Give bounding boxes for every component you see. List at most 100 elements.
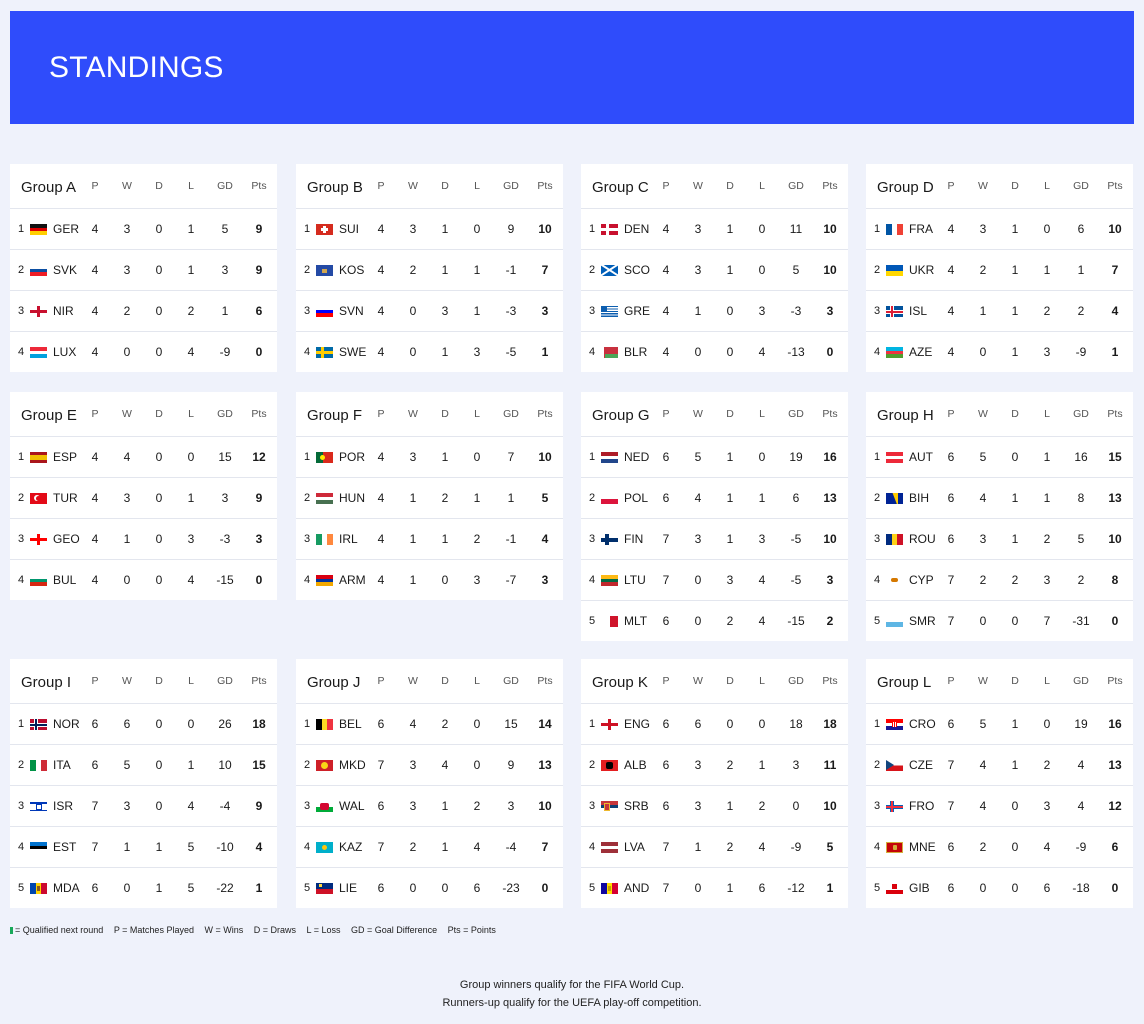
column-header-gd: GD bbox=[217, 180, 233, 192]
team-code: ITA bbox=[53, 758, 71, 772]
flag-il-icon bbox=[30, 801, 47, 812]
column-header-gd: GD bbox=[788, 675, 804, 687]
column-header-p: P bbox=[377, 675, 385, 687]
stat-pts: 0 bbox=[1111, 881, 1119, 895]
flag-lu-icon bbox=[30, 347, 47, 358]
column-header-l: L bbox=[474, 180, 480, 192]
stat-d: 1 bbox=[1011, 345, 1019, 359]
stat-gd: 5 bbox=[792, 263, 800, 277]
column-header-pts: Pts bbox=[251, 408, 267, 420]
stat-w: 3 bbox=[694, 758, 702, 772]
stat-gd: 26 bbox=[218, 717, 232, 731]
stat-l: 0 bbox=[187, 717, 195, 731]
stat-l: 2 bbox=[758, 799, 766, 813]
flag-it-icon bbox=[30, 760, 47, 771]
team-position: 1 bbox=[18, 451, 25, 463]
stat-gd: -3 bbox=[505, 304, 517, 318]
stat-w: 0 bbox=[979, 345, 987, 359]
stat-l: 0 bbox=[758, 450, 766, 464]
group-card: Group J P W D L GD Pts 1 BEL 6 4 2 0 15 14 2 MKD 7 3 4 0 9 13 3… bbox=[296, 659, 563, 908]
team-code: KOS bbox=[339, 263, 365, 277]
page-title: STANDINGS bbox=[49, 51, 224, 84]
stat-w: 3 bbox=[979, 222, 987, 236]
stat-p: 7 bbox=[662, 840, 670, 854]
team-position: 5 bbox=[304, 882, 311, 894]
stat-d: 0 bbox=[155, 263, 163, 277]
stat-p: 4 bbox=[377, 345, 385, 359]
stat-l: 1 bbox=[187, 263, 195, 277]
stat-w: 5 bbox=[979, 450, 987, 464]
column-header-pts: Pts bbox=[251, 675, 267, 687]
column-header-d: D bbox=[441, 180, 449, 192]
table-row: 5 AND 7 0 1 6 -12 1 bbox=[581, 868, 848, 908]
stat-p: 6 bbox=[947, 532, 955, 546]
column-header-l: L bbox=[474, 675, 480, 687]
stat-pts: 1 bbox=[1111, 345, 1119, 359]
stat-w: 3 bbox=[694, 263, 702, 277]
team-position: 3 bbox=[304, 533, 311, 545]
stat-p: 4 bbox=[662, 345, 670, 359]
stat-w: 1 bbox=[409, 532, 417, 546]
stat-w: 5 bbox=[694, 450, 702, 464]
stat-pts: 3 bbox=[255, 532, 263, 546]
team-position: 3 bbox=[874, 533, 881, 545]
stat-gd: 5 bbox=[1077, 532, 1085, 546]
stat-l: 4 bbox=[758, 573, 766, 587]
team-position: 4 bbox=[874, 346, 881, 358]
team-position: 3 bbox=[18, 800, 25, 812]
team-code: WAL bbox=[339, 799, 365, 813]
stat-gd: 1 bbox=[1077, 263, 1085, 277]
stat-p: 7 bbox=[947, 614, 955, 628]
stat-p: 4 bbox=[91, 573, 99, 587]
team-code: FRA bbox=[909, 222, 933, 236]
team-code: SCO bbox=[624, 263, 651, 277]
stat-p: 4 bbox=[947, 263, 955, 277]
stat-d: 1 bbox=[155, 840, 163, 854]
stat-d: 0 bbox=[155, 799, 163, 813]
column-header-w: W bbox=[693, 408, 703, 420]
stat-d: 1 bbox=[441, 222, 449, 236]
team-position: 2 bbox=[874, 759, 881, 771]
table-row: 3 GEO 4 1 0 3 -3 3 bbox=[10, 519, 277, 560]
legend-goal-difference: GD = Goal Difference bbox=[351, 925, 438, 935]
stat-pts: 0 bbox=[1111, 614, 1119, 628]
stat-d: 1 bbox=[1011, 263, 1019, 277]
stat-d: 1 bbox=[1011, 758, 1019, 772]
table-row: 4 LUX 4 0 0 4 -9 0 bbox=[10, 332, 277, 372]
team-code: AUT bbox=[909, 450, 933, 464]
table-row: 1 ENG 6 6 0 0 18 18 bbox=[581, 704, 848, 745]
stat-pts: 15 bbox=[1108, 450, 1122, 464]
stat-p: 6 bbox=[91, 758, 99, 772]
table-row: 4 BLR 4 0 0 4 -13 0 bbox=[581, 332, 848, 372]
stat-w: 3 bbox=[123, 222, 131, 236]
team-code: UKR bbox=[909, 263, 935, 277]
stat-d: 3 bbox=[726, 573, 734, 587]
team-position: 1 bbox=[304, 223, 311, 235]
stat-l: 0 bbox=[473, 717, 481, 731]
table-row: 3 ROU 6 3 1 2 5 10 bbox=[866, 519, 1133, 560]
column-header-l: L bbox=[759, 675, 765, 687]
column-header-gd: GD bbox=[503, 675, 519, 687]
team-position: 4 bbox=[304, 574, 311, 586]
footer-line-1: Group winners qualify for the FIFA World… bbox=[459, 979, 685, 991]
flag-lt-icon bbox=[601, 575, 618, 586]
group-card: Group K P W D L GD Pts 1 ENG 6 6 0 0 18 18 2 ALB 6 3 2 1 3 11 3… bbox=[581, 659, 848, 908]
flag-pt-icon bbox=[316, 452, 333, 463]
team-code: LUX bbox=[53, 345, 77, 359]
stat-d: 1 bbox=[726, 222, 734, 236]
stat-d: 0 bbox=[155, 304, 163, 318]
team-position: 2 bbox=[18, 492, 25, 504]
stat-gd: -18 bbox=[1072, 881, 1090, 895]
stat-l: 3 bbox=[758, 532, 766, 546]
stat-w: 1 bbox=[409, 491, 417, 505]
stat-d: 1 bbox=[155, 881, 163, 895]
stat-w: 3 bbox=[409, 222, 417, 236]
stat-p: 6 bbox=[662, 450, 670, 464]
stat-w: 4 bbox=[694, 491, 702, 505]
group-header: Group K P W D L GD Pts bbox=[581, 659, 848, 704]
flag-be-icon bbox=[316, 719, 333, 730]
legend-draws: D = Draws bbox=[253, 925, 297, 935]
team-code: LVA bbox=[624, 840, 645, 854]
flag-az-icon bbox=[886, 347, 903, 358]
group-name: Group C bbox=[592, 179, 649, 196]
